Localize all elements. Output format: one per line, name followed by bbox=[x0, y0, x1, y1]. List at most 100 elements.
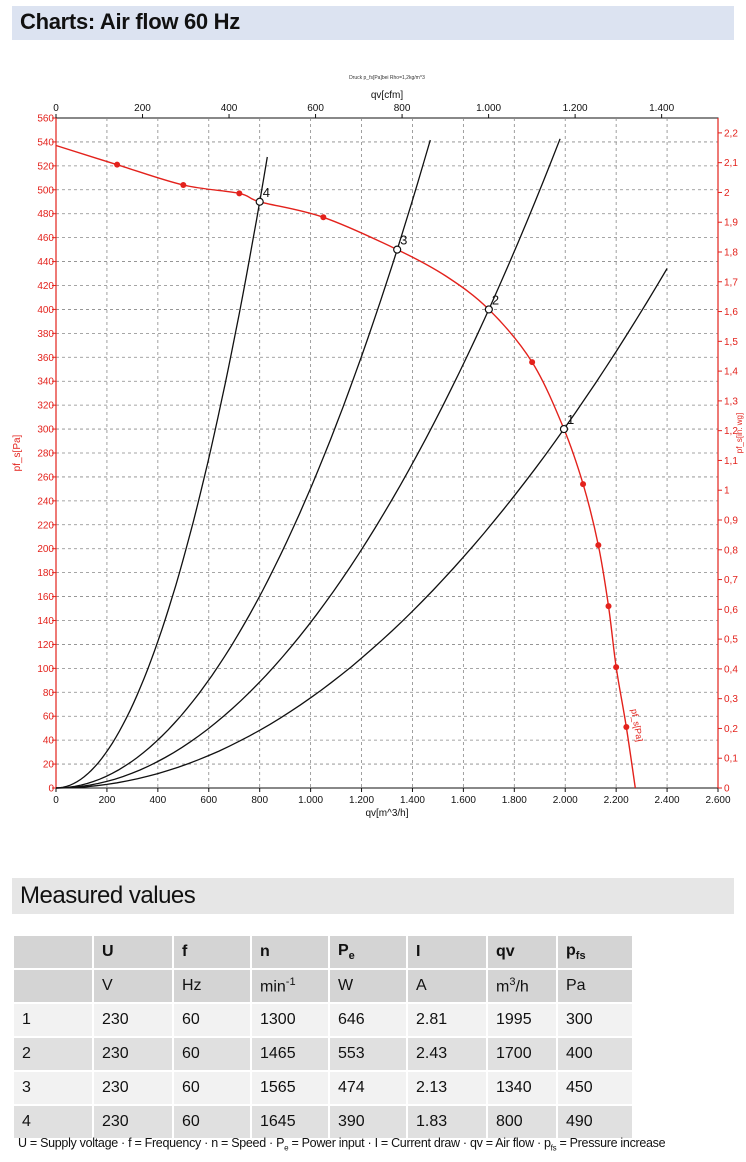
y2-tick-label: 1,8 bbox=[724, 248, 738, 259]
x-axis-label: qv[m^3/h] bbox=[365, 808, 408, 819]
cell: 1300 bbox=[250, 1002, 330, 1038]
y-tick-label: 100 bbox=[37, 664, 54, 675]
unit-cell: Pa bbox=[556, 968, 634, 1004]
y2-tick-label: 1,7 bbox=[724, 277, 738, 288]
chart-top-note: Druck p_fs[Pa]bei Rho=1,2kg/m^3 bbox=[349, 75, 425, 81]
charts-title-bar: Charts: Air flow 60 Hz bbox=[12, 6, 734, 40]
y-tick-label: 520 bbox=[37, 161, 54, 172]
y2-tick-label: 0,5 bbox=[724, 635, 738, 646]
unit-cell bbox=[12, 968, 94, 1004]
table-units-row: V Hz min-1 W A m3/h Pa bbox=[12, 968, 634, 1004]
header-cell-pfs: pfs bbox=[556, 934, 634, 970]
measured-values-title: Measured values bbox=[20, 882, 196, 909]
legend-sep: · bbox=[364, 1136, 375, 1150]
cell: 1340 bbox=[486, 1070, 558, 1106]
y-tick-label: 60 bbox=[43, 712, 55, 723]
unit-cell-m3h: m3/h bbox=[486, 968, 558, 1004]
y-tick-label: 260 bbox=[37, 472, 54, 483]
table-row: 1 230 60 1300 646 2.81 1995 300 bbox=[12, 1002, 634, 1038]
cell: 1 bbox=[12, 1002, 94, 1038]
header-cell: n bbox=[250, 934, 330, 970]
y-tick-label: 20 bbox=[43, 760, 55, 771]
table-row: 4 230 60 1645 390 1.83 800 490 bbox=[12, 1104, 634, 1140]
header-cell: U bbox=[92, 934, 174, 970]
measured-values-title-bar: Measured values bbox=[12, 878, 734, 914]
y2-tick-label: 1,9 bbox=[724, 218, 738, 229]
x-tick-label: 2.200 bbox=[604, 795, 629, 806]
cell: 800 bbox=[486, 1104, 558, 1140]
legend-n: n = Speed bbox=[211, 1136, 266, 1150]
y2-tick-label: 1,2 bbox=[724, 426, 738, 437]
operating-point-3 bbox=[393, 245, 402, 254]
x-tick-label: 400 bbox=[150, 795, 167, 806]
cell: 3 bbox=[12, 1070, 94, 1106]
y-tick-label: 540 bbox=[37, 137, 54, 148]
y-tick-label: 420 bbox=[37, 281, 54, 292]
y-tick-label: 460 bbox=[37, 233, 54, 244]
operating-point-2 bbox=[484, 305, 493, 314]
cell: 2.81 bbox=[406, 1002, 488, 1038]
table-row: 3 230 60 1565 474 2.13 1340 450 bbox=[12, 1070, 634, 1106]
header-cell-pe: Pe bbox=[328, 934, 408, 970]
x-tick-label: 1.400 bbox=[400, 795, 425, 806]
y-tick-label: 180 bbox=[37, 568, 54, 579]
airflow-chart: 0 200 400 600 800 1.000 1.200 1.400 1.600 1.800 2.… bbox=[12, 75, 744, 819]
y2-tick-label: 1,5 bbox=[724, 337, 738, 348]
cell: 1700 bbox=[486, 1036, 558, 1072]
x-tick-label: 1.800 bbox=[502, 795, 527, 806]
table-header-row: U f n Pe I qv pfs bbox=[12, 934, 634, 970]
cell: 450 bbox=[556, 1070, 634, 1106]
fan-curve-marker bbox=[320, 214, 327, 221]
cell: 474 bbox=[328, 1070, 408, 1106]
x2-tick-label: 400 bbox=[221, 103, 238, 114]
y-tick-label: 480 bbox=[37, 209, 54, 220]
cell: 400 bbox=[556, 1036, 634, 1072]
fan-curve-marker bbox=[580, 481, 587, 488]
legend-f: f = Frequency bbox=[128, 1136, 201, 1150]
cell: 60 bbox=[172, 1104, 252, 1140]
y2-tick-label: 0,2 bbox=[724, 724, 738, 735]
cell: 60 bbox=[172, 1002, 252, 1038]
fan-curve-marker bbox=[529, 359, 536, 366]
operating-point-1 bbox=[559, 424, 569, 434]
y2-tick-label: 1,3 bbox=[724, 396, 738, 407]
x-tick-label: 2.000 bbox=[553, 795, 578, 806]
cell: 2 bbox=[12, 1036, 94, 1072]
fan-curve-marker bbox=[595, 542, 602, 549]
y-tick-label: 360 bbox=[37, 353, 54, 364]
cell: 1465 bbox=[250, 1036, 330, 1072]
y-tick-label: 200 bbox=[37, 544, 54, 555]
header-cell bbox=[12, 934, 94, 970]
abbreviation-legend: U = Supply voltage · f = Frequency · n =… bbox=[18, 1136, 666, 1153]
x-tick-label: 600 bbox=[200, 795, 217, 806]
y2-tick-label: 2,1 bbox=[724, 158, 738, 169]
cell: 1995 bbox=[486, 1002, 558, 1038]
y-tick-label: 320 bbox=[37, 401, 54, 412]
legend-sep: · bbox=[265, 1136, 277, 1150]
system-curve-3 bbox=[55, 139, 431, 789]
x-tick-label: 1.000 bbox=[298, 795, 323, 806]
cell: 60 bbox=[172, 1036, 252, 1072]
cell: 553 bbox=[328, 1036, 408, 1072]
cell: 490 bbox=[556, 1104, 634, 1140]
y2-tick-label: 1,4 bbox=[724, 367, 738, 378]
cell: 4 bbox=[12, 1104, 94, 1140]
cell: 230 bbox=[92, 1002, 174, 1038]
y2-tick-label: 0 bbox=[724, 784, 730, 795]
header-cell: f bbox=[172, 934, 252, 970]
legend-pfs: pfs = Pressure increase bbox=[544, 1136, 666, 1153]
y2-tick-label: 0,4 bbox=[724, 664, 738, 675]
legend-qv: qv = Air flow bbox=[469, 1136, 534, 1150]
x2-axis-label: qv[cfm] bbox=[371, 90, 403, 101]
x2-tick-label: 200 bbox=[134, 103, 151, 114]
operating-point-label: 1 bbox=[567, 412, 574, 427]
operating-point-label: 4 bbox=[263, 185, 270, 200]
cell: 2.13 bbox=[406, 1070, 488, 1106]
x-tick-label: 1.200 bbox=[349, 795, 374, 806]
unit-cell: Hz bbox=[172, 968, 252, 1004]
system-curve-4 bbox=[55, 156, 268, 789]
x-tick-label: 2.600 bbox=[705, 795, 730, 806]
x2-tick-label: 1.200 bbox=[563, 103, 588, 114]
unit-cell: W bbox=[328, 968, 408, 1004]
legend-u: U = Supply voltage bbox=[18, 1136, 118, 1150]
